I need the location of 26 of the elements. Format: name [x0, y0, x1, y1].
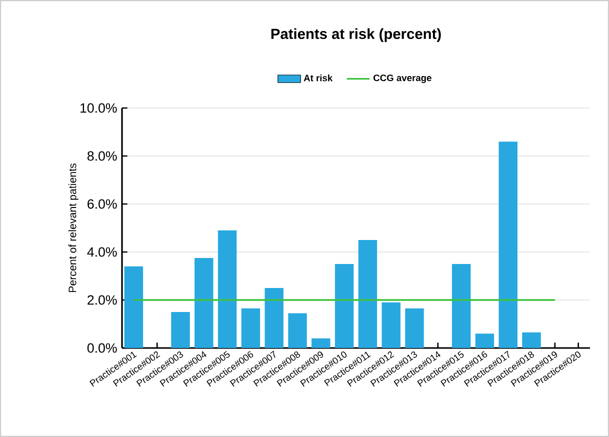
- bar: [124, 266, 144, 348]
- bar: [358, 240, 378, 348]
- bar: [475, 334, 494, 348]
- bar: [405, 308, 424, 348]
- y-tick-label: 6.0%: [88, 199, 117, 209]
- chart-title: Patients at risk (percent): [271, 28, 441, 42]
- y-tick-label: 4.0%: [87, 247, 117, 257]
- y-axis-title: Percent of relevant patients: [68, 163, 78, 292]
- y-tick-label: 10.0%: [80, 103, 117, 113]
- bar: [241, 308, 260, 348]
- bar: [382, 302, 400, 348]
- legend-label: At risk: [304, 74, 333, 82]
- bar: [264, 288, 284, 348]
- bar: [452, 264, 471, 348]
- bar: [288, 313, 307, 348]
- y-tick-label: 8.0%: [87, 151, 117, 161]
- bar: [334, 264, 354, 348]
- bar: [498, 142, 518, 348]
- bar: [312, 338, 330, 348]
- y-tick-label: 0.0%: [87, 343, 117, 353]
- y-tick-label: 2.0%: [88, 295, 117, 305]
- bar: [522, 332, 541, 348]
- bar: [218, 230, 237, 348]
- bar: [194, 258, 214, 348]
- legend-label: CCG average: [373, 74, 432, 84]
- bar: [171, 312, 190, 348]
